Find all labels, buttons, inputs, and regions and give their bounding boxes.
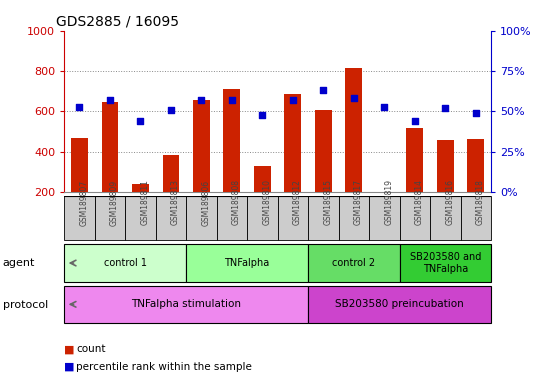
Text: TNFalpha stimulation: TNFalpha stimulation <box>131 299 241 310</box>
Point <box>441 105 450 111</box>
Bar <box>369 196 400 240</box>
Bar <box>278 196 308 240</box>
Bar <box>376 200 393 232</box>
Point <box>228 97 237 103</box>
Point <box>380 103 389 109</box>
Bar <box>339 196 369 240</box>
Text: GSM189817: GSM189817 <box>354 179 363 225</box>
Bar <box>406 129 423 232</box>
Text: percentile rank within the sample: percentile rank within the sample <box>76 362 252 372</box>
Bar <box>400 244 491 282</box>
Text: GSM189809: GSM189809 <box>110 179 119 225</box>
Text: GSM189812: GSM189812 <box>293 180 302 225</box>
Text: GDS2885 / 16095: GDS2885 / 16095 <box>56 14 179 28</box>
Point <box>410 118 419 124</box>
Text: GSM189808: GSM189808 <box>232 179 241 225</box>
Point <box>349 95 358 101</box>
Bar <box>345 68 362 232</box>
Point <box>136 118 145 124</box>
Bar <box>400 196 430 240</box>
Bar <box>217 196 247 240</box>
Point <box>472 110 480 116</box>
Point <box>197 97 206 103</box>
Text: control 1: control 1 <box>104 258 147 268</box>
Text: GSM189815: GSM189815 <box>323 179 333 225</box>
Text: TNFalpha: TNFalpha <box>224 258 270 268</box>
Text: GSM189814: GSM189814 <box>415 179 424 225</box>
Bar <box>315 110 331 232</box>
Text: SB203580 and
TNFalpha: SB203580 and TNFalpha <box>410 252 481 274</box>
Bar <box>247 196 277 240</box>
Bar <box>64 244 186 282</box>
Point <box>105 97 114 103</box>
Bar <box>71 137 88 232</box>
Point <box>319 87 328 93</box>
Bar <box>186 196 217 240</box>
Bar <box>95 196 125 240</box>
Point <box>75 103 84 109</box>
Text: protocol: protocol <box>3 300 48 310</box>
Bar <box>132 184 149 232</box>
Bar <box>308 286 491 323</box>
Bar <box>193 100 210 232</box>
Text: control 2: control 2 <box>332 258 376 268</box>
Point <box>288 97 297 103</box>
Text: GSM189811: GSM189811 <box>141 180 150 225</box>
Text: GSM189819: GSM189819 <box>384 179 393 225</box>
Text: GSM189818: GSM189818 <box>476 180 485 225</box>
Bar <box>64 196 95 240</box>
Point <box>166 107 175 113</box>
Bar <box>468 139 484 232</box>
Bar <box>308 244 400 282</box>
Bar <box>162 155 179 232</box>
Point <box>258 111 267 118</box>
Text: GSM189807: GSM189807 <box>79 179 88 225</box>
Text: GSM189806: GSM189806 <box>201 179 210 225</box>
Bar <box>254 166 271 232</box>
Bar <box>437 140 454 232</box>
Bar <box>430 196 460 240</box>
Text: SB203580 preincubation: SB203580 preincubation <box>335 299 464 310</box>
Text: GSM189810: GSM189810 <box>262 179 271 225</box>
Bar <box>186 244 308 282</box>
Text: agent: agent <box>3 258 35 268</box>
Text: ■: ■ <box>64 362 75 372</box>
Text: GSM189813: GSM189813 <box>171 179 180 225</box>
Bar <box>156 196 186 240</box>
Bar <box>125 196 156 240</box>
Text: count: count <box>76 344 106 354</box>
Bar <box>308 196 339 240</box>
Bar <box>64 286 308 323</box>
Text: ■: ■ <box>64 344 75 354</box>
Text: GSM189816: GSM189816 <box>445 179 454 225</box>
Bar <box>102 102 118 232</box>
Bar <box>285 94 301 232</box>
Bar <box>460 196 491 240</box>
Bar <box>224 89 240 232</box>
